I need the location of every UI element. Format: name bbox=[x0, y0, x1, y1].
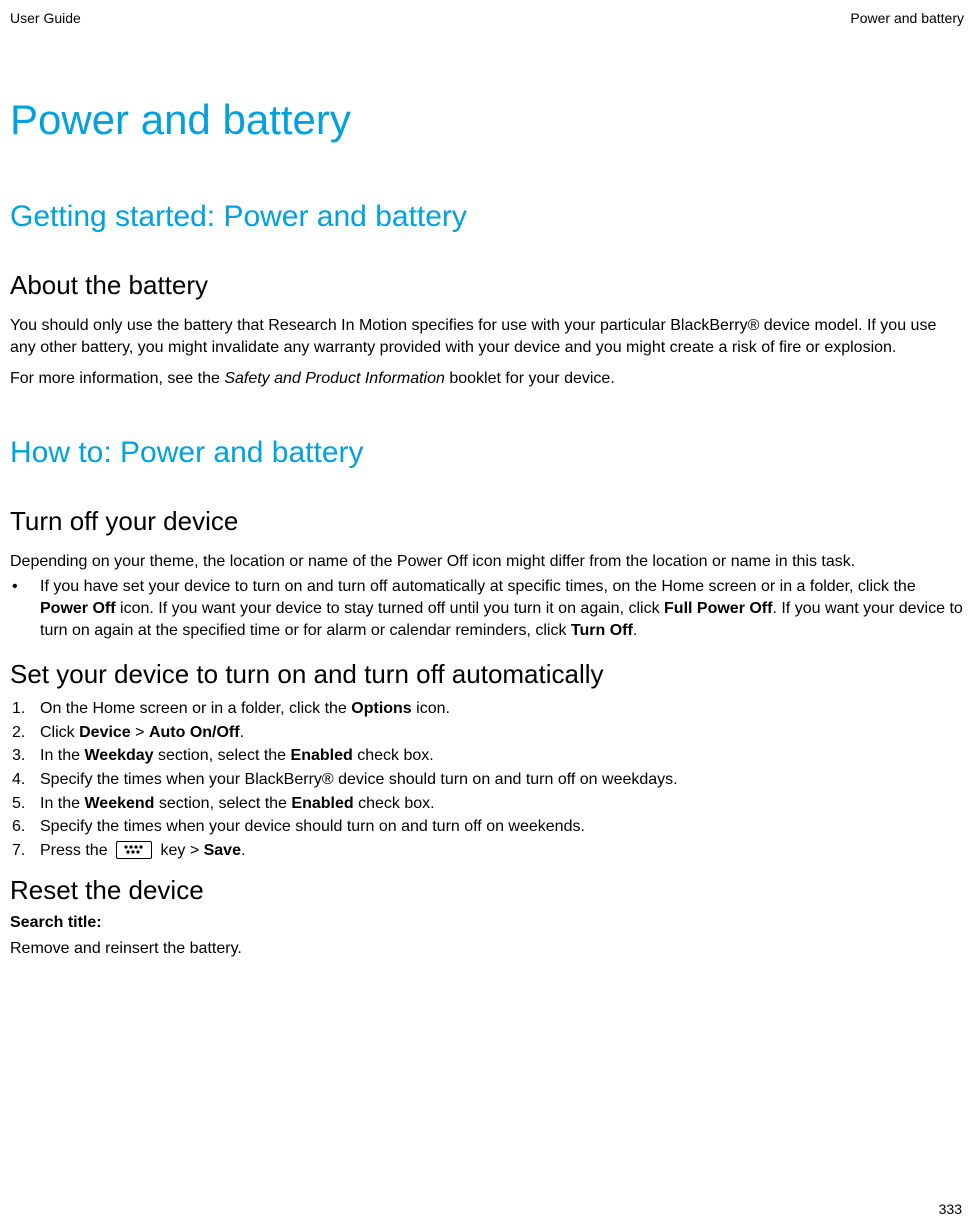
search-title-label: Search title: bbox=[10, 914, 964, 932]
text-bold: Weekday bbox=[84, 747, 153, 764]
text-bold: Save bbox=[204, 842, 241, 859]
about-battery-paragraph-2: For more information, see the Safety and… bbox=[10, 368, 964, 390]
bullet-marker: • bbox=[10, 576, 40, 598]
step-number: 7. bbox=[10, 840, 40, 862]
text-bold: Weekend bbox=[84, 795, 154, 812]
text: For more information, see the bbox=[10, 370, 224, 387]
text-bold: Auto On/Off bbox=[149, 724, 240, 741]
step-number: 3. bbox=[10, 745, 40, 767]
text-bold: Turn Off bbox=[571, 622, 633, 639]
text-bold: Device bbox=[79, 724, 131, 741]
text: In the bbox=[40, 795, 84, 812]
page-title: Power and battery bbox=[10, 96, 964, 144]
list-item: 3.In the Weekday section, select the Ena… bbox=[10, 745, 964, 767]
step-text: Click Device > Auto On/Off. bbox=[40, 722, 244, 744]
text-bold: Full Power Off bbox=[664, 600, 772, 617]
list-item: 1.On the Home screen or in a folder, cli… bbox=[10, 698, 964, 720]
step-text: Specify the times when your BlackBerry® … bbox=[40, 769, 678, 791]
text-italic: Safety and Product Information bbox=[224, 370, 445, 387]
step-text: Specify the times when your device shoul… bbox=[40, 816, 585, 838]
text: . bbox=[633, 622, 637, 639]
list-item: 7.Press the key > Save. bbox=[10, 840, 964, 862]
text: Click bbox=[40, 724, 79, 741]
text-bold: Power Off bbox=[40, 600, 116, 617]
header-left: User Guide bbox=[10, 10, 81, 26]
subheading-auto-on-off: Set your device to turn on and turn off … bbox=[10, 659, 964, 690]
menu-key-icon bbox=[116, 841, 152, 859]
text: On the Home screen or in a folder, click… bbox=[40, 700, 351, 717]
list-item-text: If you have set your device to turn on a… bbox=[40, 576, 964, 641]
step-number: 6. bbox=[10, 816, 40, 838]
text: section, select the bbox=[154, 795, 291, 812]
step-number: 2. bbox=[10, 722, 40, 744]
text: . bbox=[240, 724, 244, 741]
text: key > bbox=[156, 842, 204, 859]
step-text: Press the key > Save. bbox=[40, 840, 245, 862]
list-item: 4.Specify the times when your BlackBerry… bbox=[10, 769, 964, 791]
list-item: 2.Click Device > Auto On/Off. bbox=[10, 722, 964, 744]
list-item: 6.Specify the times when your device sho… bbox=[10, 816, 964, 838]
text: section, select the bbox=[154, 747, 291, 764]
text: icon. bbox=[412, 700, 450, 717]
step-number: 1. bbox=[10, 698, 40, 720]
about-battery-paragraph-1: You should only use the battery that Res… bbox=[10, 315, 964, 358]
section-heading-how-to: How to: Power and battery bbox=[10, 436, 964, 470]
list-item: • If you have set your device to turn on… bbox=[10, 576, 964, 641]
page: User Guide Power and battery Power and b… bbox=[0, 0, 974, 1227]
list-item: 5.In the Weekend section, select the Ena… bbox=[10, 793, 964, 815]
text-bold: Enabled bbox=[291, 747, 353, 764]
page-number: 333 bbox=[939, 1201, 962, 1217]
reset-device-paragraph: Remove and reinsert the battery. bbox=[10, 938, 964, 960]
text: Press the bbox=[40, 842, 112, 859]
step-number: 4. bbox=[10, 769, 40, 791]
step-number: 5. bbox=[10, 793, 40, 815]
subheading-reset-device: Reset the device bbox=[10, 875, 964, 906]
subheading-turn-off: Turn off your device bbox=[10, 506, 964, 537]
text: If you have set your device to turn on a… bbox=[40, 578, 916, 595]
text: . bbox=[241, 842, 245, 859]
section-heading-getting-started: Getting started: Power and battery bbox=[10, 200, 964, 234]
step-text: In the Weekday section, select the Enabl… bbox=[40, 745, 434, 767]
subheading-about-battery: About the battery bbox=[10, 270, 964, 301]
text-bold: Enabled bbox=[291, 795, 353, 812]
text: booklet for your device. bbox=[445, 370, 615, 387]
header: User Guide Power and battery bbox=[10, 10, 964, 26]
step-text: On the Home screen or in a folder, click… bbox=[40, 698, 450, 720]
text: icon. If you want your device to stay tu… bbox=[116, 600, 664, 617]
auto-on-off-steps: 1.On the Home screen or in a folder, cli… bbox=[10, 698, 964, 861]
header-right: Power and battery bbox=[850, 10, 964, 26]
text: > bbox=[131, 724, 149, 741]
text: In the bbox=[40, 747, 84, 764]
turn-off-bullet-list: • If you have set your device to turn on… bbox=[10, 576, 964, 641]
text: check box. bbox=[354, 795, 435, 812]
text-bold: Options bbox=[351, 700, 411, 717]
text: check box. bbox=[353, 747, 434, 764]
step-text: In the Weekend section, select the Enabl… bbox=[40, 793, 435, 815]
turn-off-paragraph: Depending on your theme, the location or… bbox=[10, 551, 964, 573]
